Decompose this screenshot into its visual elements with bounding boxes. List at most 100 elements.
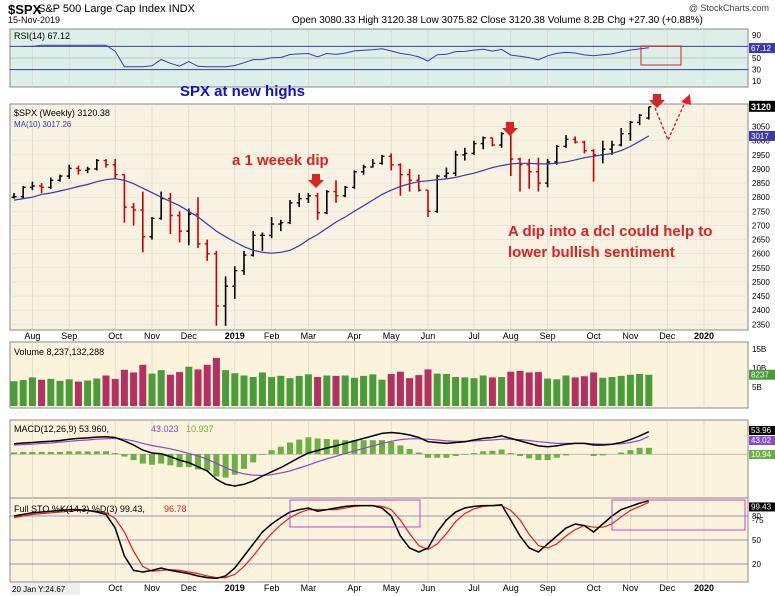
sto-label: Full STO %K(14,3) %D(3) 99.43, — [14, 504, 145, 514]
volume-current-tag — [749, 369, 775, 380]
price-tick-label: 2750 — [752, 207, 770, 216]
macd-histogram-bar — [498, 449, 505, 455]
macd-histogram-bar — [480, 451, 487, 455]
volume-label: Volume 8,237,132,288 — [14, 347, 104, 357]
x-tick-label-bottom: May — [383, 583, 401, 593]
volume-bar — [645, 374, 653, 406]
volume-bar — [525, 372, 533, 406]
x-tick-label: Dec — [659, 331, 676, 341]
macd-histogram-bar — [84, 451, 91, 455]
macd-histogram-bar — [563, 454, 569, 456]
dcl-annotation-line2: lower bullish sentiment — [508, 244, 675, 261]
volume-bar — [84, 380, 92, 406]
sto-k-line — [13, 500, 649, 580]
price-tick-label: 2600 — [752, 250, 770, 259]
rsi-current-value: 67.12 — [751, 44, 772, 53]
macd-histogram-bar — [103, 451, 109, 455]
volume-bar — [38, 379, 46, 406]
chart-date: 15-Nov-2019 — [8, 15, 61, 25]
ohlc-summary: Open 3080.33 High 3120.38 Low 3075.82 Cl… — [292, 15, 703, 26]
index-name: S&P 500 Large Cap Index INDX — [38, 3, 195, 15]
volume-bar — [387, 373, 395, 406]
macd-histogram-bar — [645, 447, 652, 455]
macd-signal-value: 43.023 — [151, 424, 179, 434]
x-tick-label: Jul — [468, 331, 480, 341]
macd-current-value: 53.96 — [751, 426, 772, 435]
price-tick-label: 2450 — [752, 292, 770, 301]
macd-histogram-bar — [388, 441, 395, 455]
macd-line — [13, 431, 650, 487]
projection-path — [654, 99, 687, 142]
macd-panel — [9, 419, 749, 499]
macd-histogram-bar — [342, 440, 349, 455]
x-tick-label-bottom: Mar — [301, 583, 317, 593]
macd-histogram-bar — [544, 454, 551, 461]
volume-bar — [553, 379, 561, 406]
macd-histogram-bar — [130, 454, 137, 461]
macd-histogram-bar — [213, 454, 220, 477]
macd-histogram-bar — [443, 454, 450, 458]
volume-bar — [304, 374, 312, 406]
x-tick-label-bottom: Oct — [108, 583, 123, 593]
volume-bar — [258, 372, 266, 406]
volume-bar — [47, 378, 55, 406]
rsi-label: RSI(14) 67.12 — [14, 31, 70, 41]
x-tick-label: Nov — [144, 331, 161, 341]
macd-histogram-bar — [507, 453, 514, 455]
volume-bar — [396, 371, 404, 406]
x-tick-label: May — [383, 331, 401, 341]
volume-bar — [139, 364, 147, 406]
volume-bar — [424, 369, 432, 406]
sto-tick-label: 20 — [752, 560, 761, 569]
volume-bar — [599, 377, 607, 406]
volume-bar — [323, 375, 331, 406]
x-tick-label: Mar — [301, 331, 317, 341]
macd-histogram-bar — [314, 438, 321, 455]
x-tick-label: Apr — [347, 331, 361, 341]
macd-histogram-bar — [149, 454, 155, 465]
x-tick-label: Aug — [503, 331, 519, 341]
volume-bar — [562, 375, 570, 406]
volume-bar — [433, 373, 441, 406]
x-tick-label-bottom: Jul — [468, 583, 480, 593]
volume-bar — [571, 377, 579, 406]
volume-bar — [120, 369, 128, 406]
volume-bar — [360, 375, 368, 406]
volume-bar — [461, 377, 469, 406]
volume-bar — [65, 379, 73, 406]
macd-histogram-bar — [277, 446, 284, 455]
macd-histogram-bar — [379, 440, 385, 455]
macd-histogram-bar — [618, 452, 625, 455]
x-tick-label: Sep — [540, 331, 556, 341]
volume-bar — [148, 373, 156, 406]
price-tick-label: 2550 — [752, 264, 770, 273]
volume-bar — [28, 377, 36, 406]
price-tick-label: 2950 — [752, 151, 770, 160]
down-arrow-icon — [502, 122, 518, 136]
macd-histogram-bar — [489, 450, 496, 455]
price-tick-label: 2800 — [752, 193, 770, 202]
macd-histogram-bar — [553, 454, 560, 458]
volume-bar — [534, 372, 542, 406]
signal-current-tag — [749, 436, 775, 445]
macd-histogram-bar — [434, 454, 441, 458]
sto-current-value: 99.43 — [751, 502, 772, 511]
macd-histogram-bar — [222, 454, 229, 478]
volume-bar — [544, 378, 552, 406]
macd-histogram-bar — [526, 454, 533, 459]
x-tick-label: 2020 — [694, 331, 714, 341]
x-tick-label-bottom: Dec — [659, 583, 676, 593]
down-arrow-icon — [308, 174, 324, 188]
volume-bar — [212, 357, 220, 406]
volume-tick-label: 10B — [752, 364, 766, 373]
x-tick-label-bottom: Jun — [421, 583, 436, 593]
volume-bar — [157, 370, 165, 406]
macd-histogram-bar — [461, 454, 468, 455]
volume-bar — [240, 375, 248, 406]
macd-histogram-bar — [287, 442, 293, 455]
volume-bar — [166, 374, 174, 406]
macd-histogram-bar — [590, 454, 597, 456]
x-tick-label-bottom: 2019 — [225, 583, 245, 593]
volume-current-value: 8237 — [751, 371, 769, 380]
